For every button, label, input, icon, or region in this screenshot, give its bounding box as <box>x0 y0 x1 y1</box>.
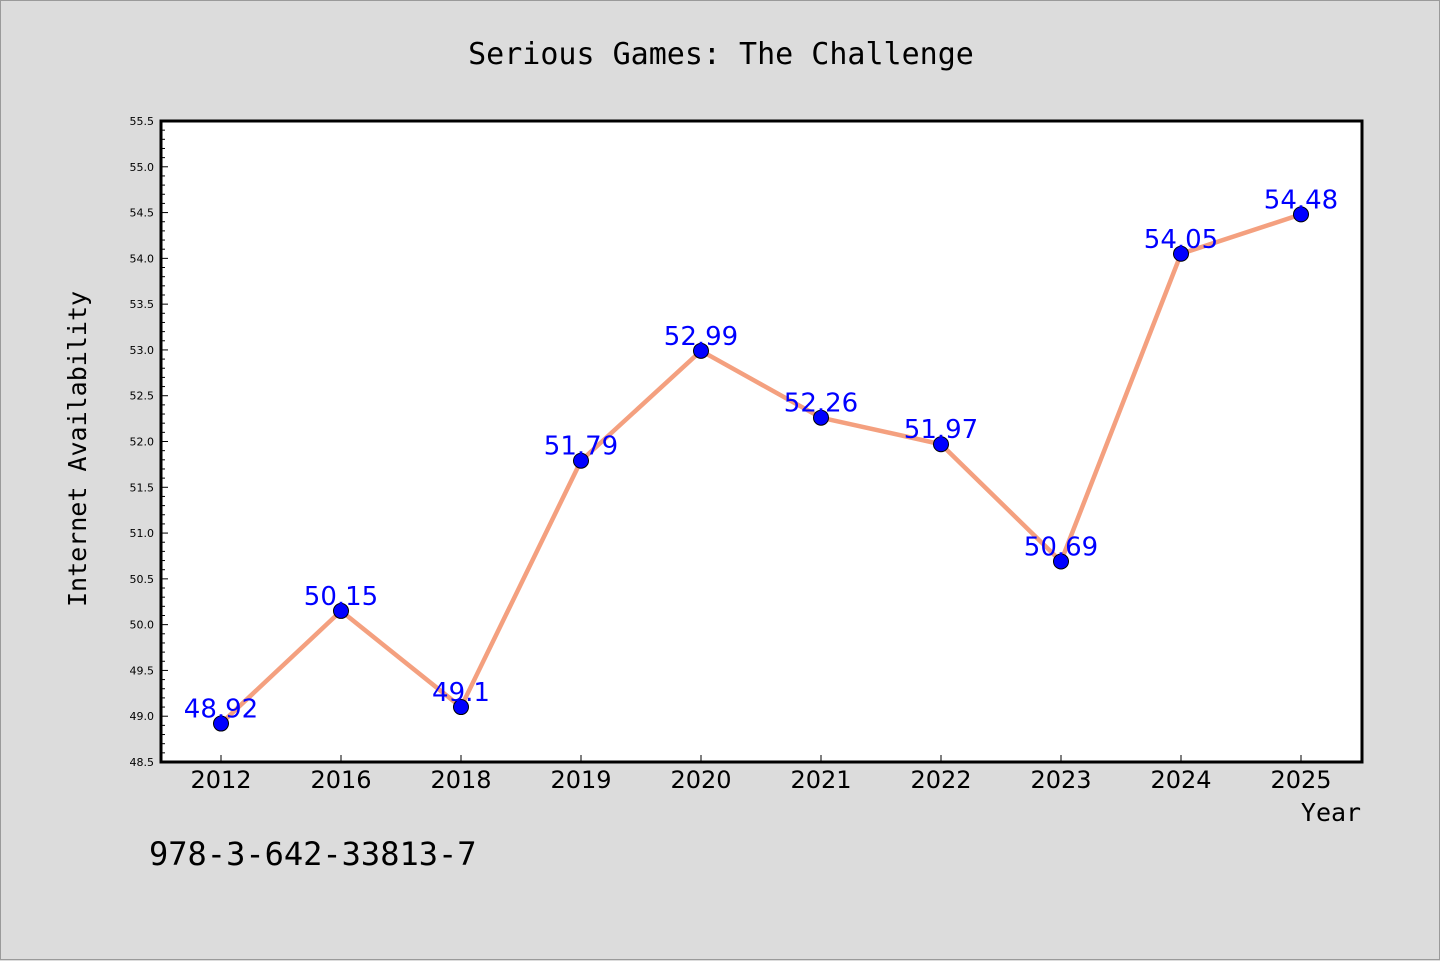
x-tick-label: 2021 <box>790 766 851 794</box>
data-point-marker <box>1293 206 1309 223</box>
chart-title: Serious Games: The Challenge <box>468 37 974 72</box>
data-point-marker <box>933 436 949 453</box>
x-tick-label: 2023 <box>1030 766 1091 794</box>
data-label: 51.79 <box>544 432 618 462</box>
y-axis: 48.5 49.0 49.5 50.0 50.5 51.0 51.5 52.0 52.5 53.0… <box>130 115 168 769</box>
y-tick-label: 50.0 <box>130 619 155 632</box>
data-series <box>213 206 1309 732</box>
x-tick-label: 2016 <box>310 766 371 794</box>
data-label: 51.97 <box>904 415 978 445</box>
data-label: 50.15 <box>304 582 378 612</box>
y-tick-label: 51.0 <box>130 527 155 540</box>
footnote: 978-3-642-33813-7 <box>149 835 477 873</box>
y-tick-label: 53.5 <box>130 298 155 311</box>
x-tick-label: 2012 <box>190 766 251 794</box>
data-point-marker <box>693 342 709 359</box>
y-tick-label: 48.5 <box>130 756 155 769</box>
y-tick-label: 53.0 <box>130 344 155 357</box>
x-tick-label: 2020 <box>670 766 731 794</box>
y-tick-label: 52.0 <box>130 436 155 449</box>
data-point-marker <box>333 602 349 619</box>
x-tick-label: 2025 <box>1270 766 1331 794</box>
y-tick-label: 54.0 <box>130 252 155 265</box>
data-label: 54.48 <box>1264 185 1338 215</box>
x-tick-label: 2024 <box>1150 766 1211 794</box>
x-tick-label: 2019 <box>550 766 611 794</box>
x-tick-label: 2018 <box>430 766 491 794</box>
data-label: 48.92 <box>184 695 258 725</box>
data-label: 54.05 <box>1144 225 1218 255</box>
data-label: 49.1 <box>432 678 490 708</box>
data-point-marker <box>813 409 829 426</box>
x-axis: 2012 2016 2018 2019 2020 2021 2022 2023 2024 2025 <box>190 755 1332 794</box>
x-tick-label: 2022 <box>910 766 971 794</box>
data-point-marker <box>1173 245 1189 262</box>
y-tick-label: 54.5 <box>130 207 155 220</box>
data-labels: 48.92 50.15 49.1 51.79 52.99 52.26 51.97 50.69 5… <box>184 185 1338 724</box>
y-tick-label: 52.5 <box>130 390 155 403</box>
data-point-marker <box>213 715 229 732</box>
data-point-marker <box>1053 553 1069 570</box>
x-axis-label: Year <box>1301 798 1361 827</box>
data-point-marker <box>453 699 469 716</box>
data-label: 50.69 <box>1024 532 1098 562</box>
plot-area <box>159 119 1364 764</box>
y-axis-label: Internet Availability <box>63 291 92 607</box>
y-tick-label: 50.5 <box>130 573 155 586</box>
y-tick-label: 51.5 <box>130 481 155 494</box>
y-tick-label: 55.5 <box>130 115 155 128</box>
data-label: 52.26 <box>784 389 858 419</box>
data-point-marker <box>573 452 589 469</box>
series-line <box>218 212 1304 726</box>
y-tick-label: 55.0 <box>130 161 155 174</box>
y-tick-label: 49.5 <box>130 664 155 677</box>
data-label: 52.99 <box>664 322 738 352</box>
y-tick-label: 49.0 <box>130 710 155 723</box>
